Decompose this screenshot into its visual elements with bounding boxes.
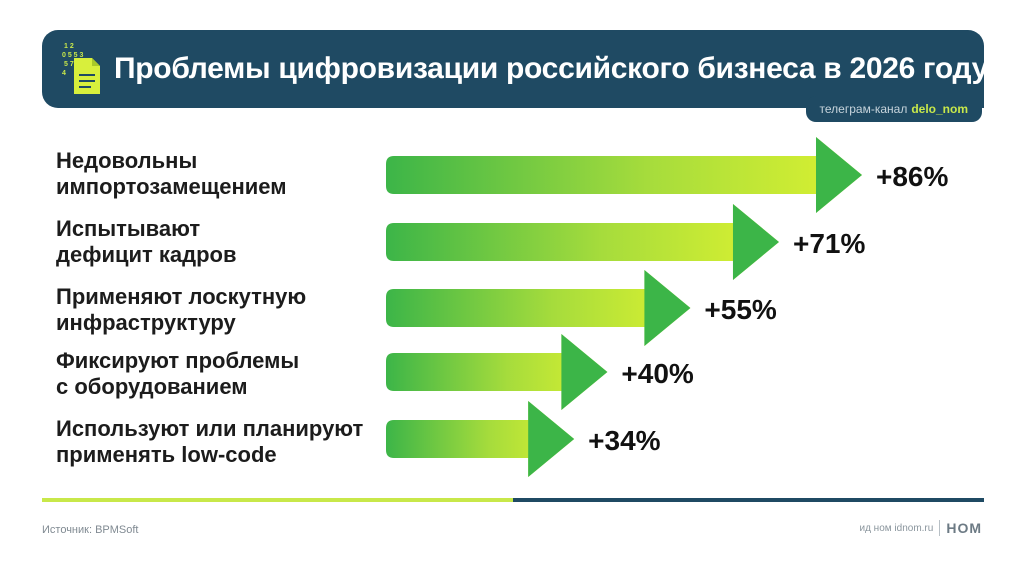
bar-arrow-head	[732, 204, 779, 280]
bar-value-label: +71%	[793, 228, 865, 259]
bar-value-label: +34%	[588, 425, 660, 456]
svg-text:5 7 8: 5 7 8	[64, 61, 80, 68]
telegram-handle: delo_nom	[911, 102, 968, 116]
brand-logo: НОМ	[946, 520, 982, 536]
document-digits-icon: 1 2 0 5 5 3 5 7 8 4	[62, 43, 100, 94]
bar-arrow-head	[561, 334, 608, 410]
bar-arrow	[386, 401, 575, 477]
source-note: Источник: BPMSoft	[42, 524, 139, 536]
header-banner: 1 2 0 5 5 3 5 7 8 4 Проблемы цифровизаци…	[42, 30, 988, 108]
category-label: Испытывают дефицит кадров	[56, 216, 237, 267]
brand-footer: ид ном idnom.ru НОМ	[859, 520, 982, 536]
telegram-badge: телеграм-канал delo_nom	[805, 96, 982, 122]
bar-arrow	[386, 204, 779, 280]
category-label: Используют или планируют применять low-co…	[56, 416, 364, 467]
svg-text:1 2: 1 2	[64, 43, 74, 50]
site-url: ид ном idnom.ru	[859, 522, 934, 534]
category-label: Недовольны импортозамещением	[56, 148, 287, 199]
bar-value-label: +40%	[621, 358, 693, 389]
bar-value-label: +55%	[704, 294, 776, 325]
bar-arrow-head	[816, 137, 862, 213]
telegram-prefix: телеграм-канал	[819, 102, 908, 116]
bar-value-label: +86%	[876, 161, 948, 192]
svg-text:0 5 5 3: 0 5 5 3	[62, 52, 84, 59]
category-label: Фиксируют проблемы с оборудованием	[56, 348, 300, 399]
svg-text:4: 4	[62, 70, 66, 77]
bar-arrow	[386, 137, 862, 213]
bar-arrow	[386, 334, 608, 410]
bar-arrow	[386, 270, 691, 346]
footer-divider	[42, 498, 984, 502]
bar-arrow-head	[644, 270, 691, 346]
bar-arrow-head	[528, 401, 575, 477]
brand-separator	[939, 520, 941, 536]
category-label: Применяют лоскутную инфраструктуру	[56, 284, 307, 335]
page-title: Проблемы цифровизации российского бизнес…	[114, 52, 988, 85]
